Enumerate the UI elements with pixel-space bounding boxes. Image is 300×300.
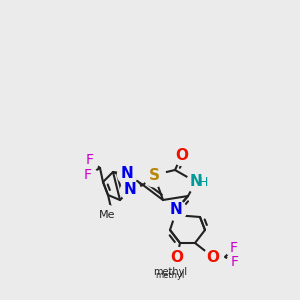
- Text: N: N: [124, 182, 136, 197]
- Text: F: F: [86, 153, 94, 167]
- Text: methyl: methyl: [153, 267, 187, 277]
- Text: F: F: [230, 241, 238, 255]
- Text: S: S: [148, 167, 160, 182]
- Text: methyl: methyl: [155, 271, 185, 280]
- Text: H: H: [198, 176, 208, 188]
- Text: O: O: [206, 250, 220, 265]
- Text: N: N: [190, 175, 202, 190]
- Text: O: O: [170, 250, 184, 265]
- Text: N: N: [169, 202, 182, 217]
- Text: Me: Me: [99, 210, 115, 220]
- Text: F: F: [84, 168, 92, 182]
- Text: F: F: [231, 255, 239, 269]
- Text: O: O: [176, 148, 188, 163]
- Text: N: N: [121, 167, 134, 182]
